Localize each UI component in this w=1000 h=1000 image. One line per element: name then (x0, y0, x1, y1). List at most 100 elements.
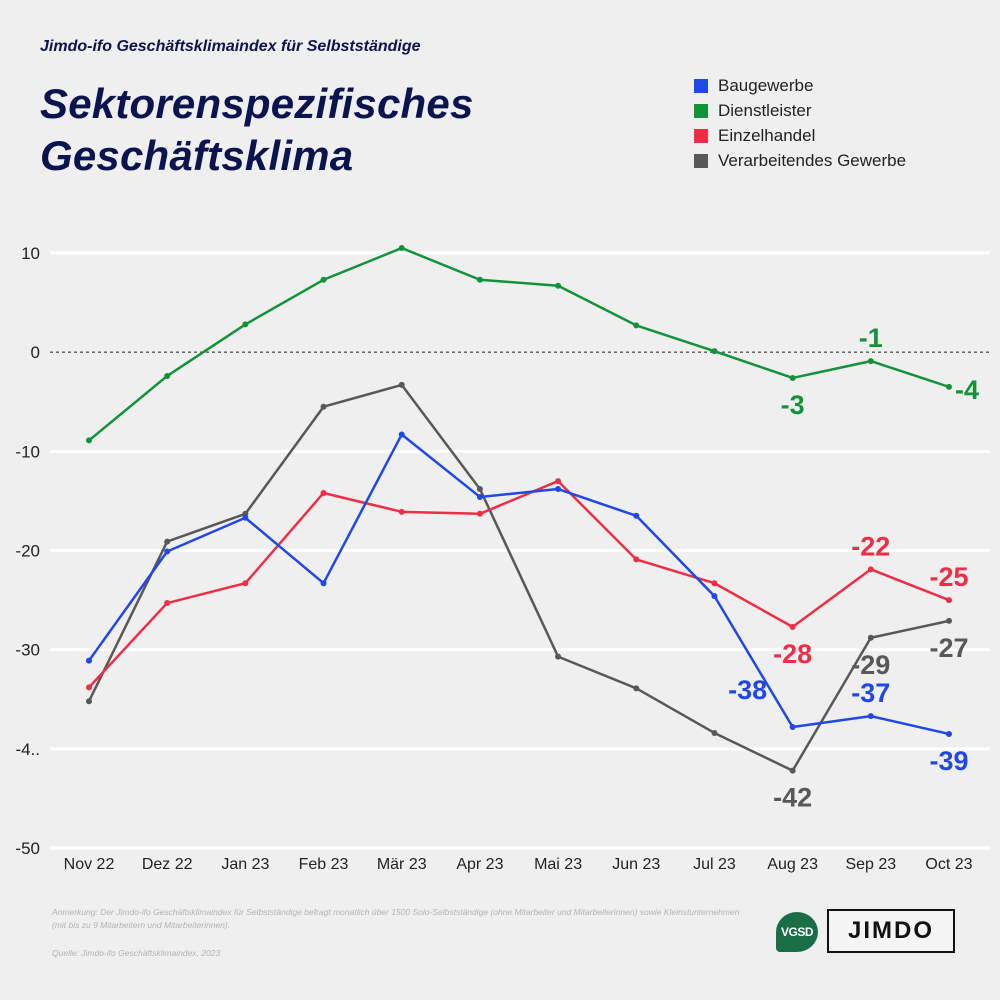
line-chart: 10 0 -10 -20 -30 -4.. -50 Nov 22 Dez 22 Jan 23 Fe… (15, 244, 990, 873)
source-note: Quelle: Jimdo-ifo Geschäftsklimaindex, 2… (52, 948, 221, 958)
series-line (87, 433, 950, 736)
data-label: -28 (773, 639, 812, 669)
gridlines (50, 251, 990, 850)
data-label: -39 (929, 746, 968, 776)
chart-title-line1: Sektorenspezifisches (40, 80, 474, 127)
data-label: -42 (773, 783, 812, 813)
legend-item: Dienstleister (694, 98, 906, 123)
x-tick-label: Oct 23 (925, 856, 972, 873)
x-tick-label: Mär 23 (377, 856, 427, 873)
data-point (555, 478, 562, 485)
data-label: -27 (929, 633, 968, 663)
data-point (242, 514, 249, 521)
data-label: -29 (851, 650, 890, 680)
jimdo-logo: JIMDO (827, 909, 955, 953)
data-point (476, 276, 483, 283)
series-baugewerbe (86, 431, 952, 737)
y-tick-label: -10 (15, 442, 40, 461)
x-tick-label: Feb 23 (299, 856, 349, 873)
data-point (867, 566, 874, 573)
x-tick-label: Dez 22 (142, 856, 193, 873)
data-label: -4 (955, 375, 979, 405)
x-tick-label: Nov 22 (64, 856, 115, 873)
data-point (555, 653, 562, 660)
data-point (164, 548, 171, 555)
legend-label: Dienstleister (718, 100, 812, 120)
data-point (789, 767, 796, 774)
data-point (242, 580, 249, 587)
x-tick-label: Jul 23 (693, 856, 736, 873)
data-point (867, 713, 874, 720)
data-point (633, 685, 640, 692)
legend-label: Baugewerbe (718, 75, 814, 95)
data-point (164, 538, 171, 545)
y-axis-ticks: 10 0 -10 -20 -30 -4.. -50 (15, 244, 40, 858)
data-point (476, 486, 483, 493)
data-point (867, 634, 874, 641)
legend-label: Einzelhandel (718, 125, 816, 145)
legend-swatch (694, 78, 708, 93)
legend-swatch (694, 153, 708, 168)
y-tick-label: 0 (31, 343, 40, 362)
data-point (633, 556, 640, 563)
y-tick-label: -4.. (15, 740, 40, 759)
y-tick-label: -50 (15, 839, 40, 858)
x-axis-ticks: Nov 22 Dez 22 Jan 23 Feb 23 Mär 23 Apr 23 Mai … (64, 856, 973, 873)
legend-swatch (694, 128, 708, 143)
series-line (88, 246, 950, 442)
data-point (398, 381, 405, 388)
data-point (789, 374, 796, 381)
data-label: -37 (851, 678, 890, 708)
data-label: -25 (929, 562, 968, 592)
chart-title: Sektorenspezifisches Geschäftsklima (40, 78, 474, 182)
data-point (711, 593, 718, 600)
data-point (242, 321, 249, 328)
data-point (476, 510, 483, 517)
data-point (867, 358, 874, 365)
data-point (320, 403, 327, 410)
data-point (946, 597, 952, 604)
data-point (398, 508, 405, 515)
data-label: -1 (859, 323, 883, 353)
data-point (86, 698, 92, 705)
data-point (86, 684, 92, 691)
data-point (789, 724, 796, 731)
data-point (320, 489, 327, 496)
data-point (398, 245, 405, 252)
data-point (398, 431, 405, 438)
data-labels: -42 -29 -27 -28 -22 -25 -38 -37 -39 -3 -1 -4 (728, 323, 979, 813)
footnote: Anmerkung: Der Jimdo-ifo Geschäftsklimai… (52, 907, 740, 930)
vgsd-logo: VGSD (776, 912, 818, 952)
series-lines (86, 245, 952, 774)
data-label: -3 (781, 390, 805, 420)
legend: Baugewerbe Dienstleister Einzelhandel Verar… (694, 73, 906, 173)
data-point (789, 623, 796, 630)
data-point (164, 600, 171, 607)
data-point (946, 383, 952, 390)
data-point (711, 580, 718, 587)
x-tick-label: Aug 23 (767, 856, 818, 873)
y-tick-label: -30 (15, 641, 40, 660)
data-point (320, 276, 327, 283)
data-point (86, 437, 92, 444)
y-tick-label: 10 (21, 244, 40, 263)
legend-swatch (694, 103, 708, 118)
data-point (711, 348, 718, 355)
data-point (164, 372, 171, 379)
series-einzelhandel (86, 478, 952, 691)
series-line (88, 479, 950, 689)
legend-item: Einzelhandel (694, 123, 906, 148)
chart-title-line2: Geschäftsklima (40, 132, 354, 179)
chart-supertitle: Jimdo-ifo Geschäftsklimaindex für Selbst… (40, 38, 421, 55)
data-point (711, 729, 718, 736)
data-point (476, 493, 483, 500)
x-tick-label: Jun 23 (612, 856, 660, 873)
series-dienstleister (86, 245, 952, 444)
legend-label: Verarbeitendes Gewerbe (718, 150, 907, 170)
series-verarbeitendes-gewerbe (86, 381, 952, 774)
data-point (633, 322, 640, 329)
data-point (86, 657, 92, 664)
x-tick-label: Jan 23 (221, 856, 269, 873)
data-point (320, 580, 327, 587)
legend-item: Verarbeitendes Gewerbe (694, 148, 906, 173)
